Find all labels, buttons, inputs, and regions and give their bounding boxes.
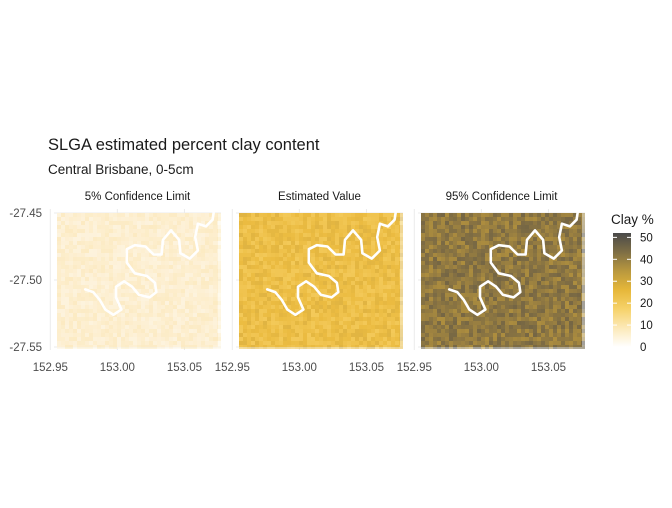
y-tick-label: -27.45 xyxy=(9,208,42,220)
legend-tick-label: 10 xyxy=(640,320,653,332)
legend-title: Clay % xyxy=(611,212,654,227)
x-tick-label: 152.95 xyxy=(397,362,432,374)
facet-panel: Estimated Value 152.95 153.00 153.05 xyxy=(215,191,403,374)
legend-tick-label: 0 xyxy=(640,342,646,354)
facet-strip-label: 95% Confidence Limit xyxy=(446,191,559,203)
raster-texture xyxy=(239,213,403,349)
river-line xyxy=(447,205,580,317)
facet-strip-label: 5% Confidence Limit xyxy=(85,191,191,203)
facet-panel: 5% Confidence Limit 152.95 153.00 153.05 xyxy=(33,191,221,374)
x-tick-label: 153.00 xyxy=(100,362,135,374)
facet-strip-label: Estimated Value xyxy=(278,191,361,203)
facet-panel: 95% Confidence Limit 152.95 153.00 153.05 xyxy=(397,191,585,374)
legend-tick-label: 30 xyxy=(640,276,653,288)
x-tick-label: 152.95 xyxy=(215,362,250,374)
y-axis: -27.45 -27.50 -27.55 xyxy=(9,208,42,354)
legend-ticks: 50 40 30 20 10 0 xyxy=(613,232,653,354)
x-tick-label: 153.00 xyxy=(282,362,317,374)
river-line xyxy=(83,205,216,317)
y-tick-label: -27.50 xyxy=(9,275,42,287)
map-subtitle: Central Brisbane, 0-5cm xyxy=(48,162,194,177)
x-tick-label: 153.05 xyxy=(349,362,384,374)
x-tick-label: 153.00 xyxy=(464,362,499,374)
legend: Clay % 50 40 30 20 10 0 xyxy=(611,212,654,354)
legend-tick-label: 40 xyxy=(640,254,653,266)
legend-colorbar xyxy=(613,233,631,347)
raster-texture xyxy=(421,213,585,349)
x-tick-label: 152.95 xyxy=(33,362,68,374)
river-line xyxy=(265,205,398,317)
y-tick-label: -27.55 xyxy=(9,342,42,354)
map-title: SLGA estimated percent clay content xyxy=(48,136,320,154)
x-tick-label: 153.05 xyxy=(531,362,566,374)
x-tick-label: 153.05 xyxy=(167,362,202,374)
legend-tick-label: 20 xyxy=(640,298,653,310)
legend-tick-label: 50 xyxy=(640,232,653,244)
